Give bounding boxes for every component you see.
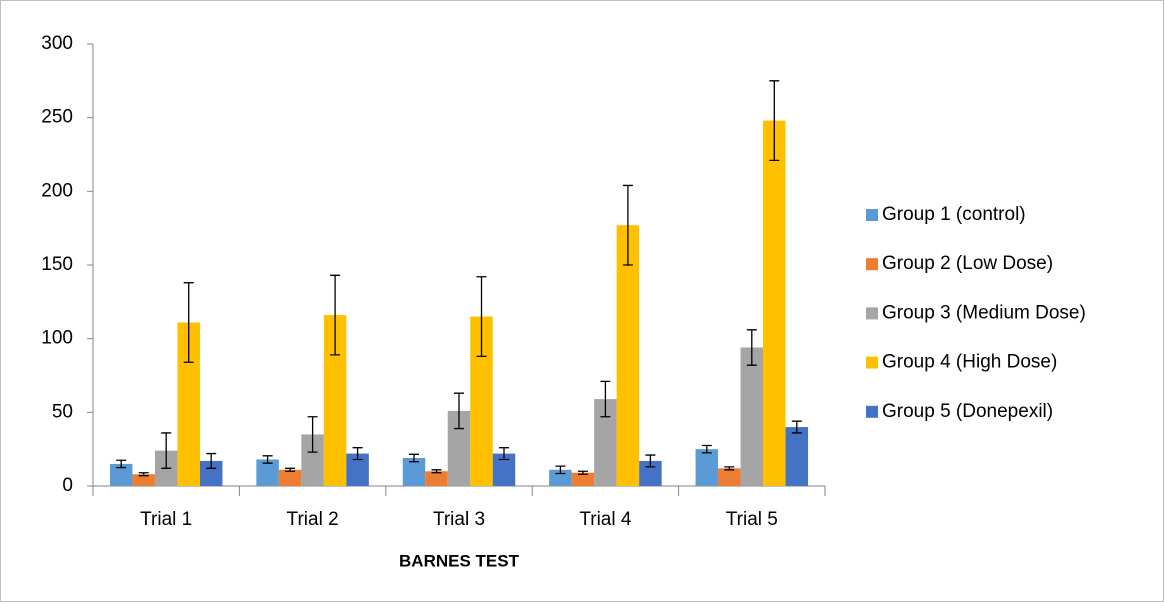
error-bar (262, 455, 273, 464)
x-tick-label: Trial 3 (433, 509, 485, 530)
error-bar (454, 392, 464, 430)
bar (785, 427, 809, 486)
legend-label: Group 4 (High Dose) (882, 352, 1057, 373)
y-tick-label: 150 (41, 254, 73, 275)
legend-label: Group 3 (Medium Dose) (882, 302, 1086, 323)
error-bar (352, 447, 363, 461)
error-bar (701, 444, 712, 454)
bar (447, 410, 471, 486)
error-bar (431, 469, 442, 474)
bar (763, 120, 786, 486)
error-bar (645, 454, 656, 468)
y-tick-label: 200 (41, 180, 73, 201)
error-bar (183, 282, 194, 363)
bar (256, 459, 279, 486)
y-tick-label: 50 (52, 401, 73, 422)
bar (492, 453, 516, 486)
error-bar (206, 452, 217, 469)
y-tick-label: 250 (41, 107, 73, 128)
bar (132, 474, 155, 486)
bar (402, 458, 426, 486)
legend-label: Group 5 (Donepexil) (882, 401, 1053, 422)
bar (199, 460, 223, 486)
error-bar (409, 453, 419, 463)
error-bar (116, 459, 127, 469)
bar (346, 453, 369, 486)
error-bar (499, 447, 509, 461)
bar (718, 468, 741, 486)
bar (177, 322, 200, 486)
bar (470, 316, 493, 486)
error-bar (600, 380, 611, 418)
legend-label: Group 2 (Low Dose) (882, 253, 1053, 274)
y-tick-label: 300 (41, 33, 73, 54)
error-bar (724, 466, 735, 471)
error-bar (791, 420, 802, 434)
error-bar (307, 416, 318, 453)
legend-swatch (866, 405, 878, 418)
x-tick-label: Trial 5 (726, 509, 778, 530)
bar (301, 434, 324, 486)
error-bar (476, 276, 487, 357)
bar (323, 315, 347, 486)
y-tick-label: 0 (62, 475, 73, 496)
bar (740, 347, 764, 486)
y-tick-label: 100 (41, 328, 73, 349)
error-bar (161, 432, 172, 469)
x-tick-label: Trial 4 (579, 509, 632, 530)
legend-swatch (866, 209, 878, 221)
legend-swatch (866, 356, 878, 369)
error-bar (285, 467, 296, 472)
bar (695, 449, 719, 486)
error-bar (330, 274, 341, 356)
x-tick-label: Trial 2 (287, 509, 339, 530)
legend-swatch (866, 258, 878, 271)
x-axis-label: BARNES TEST (399, 551, 520, 570)
error-bar (138, 472, 149, 477)
error-bar (577, 470, 588, 475)
bar (109, 463, 133, 486)
bar (549, 469, 572, 486)
error-bar (555, 465, 566, 475)
bar (594, 399, 617, 486)
bar (571, 472, 595, 486)
bar (278, 469, 302, 486)
bar (639, 460, 662, 486)
x-tick-label: Trial 1 (140, 509, 192, 530)
error-bar (622, 184, 633, 266)
bar (616, 225, 640, 486)
bar (425, 471, 448, 486)
error-bar (769, 80, 780, 162)
legend-swatch (866, 307, 878, 320)
legend-label: Group 1 (control) (882, 204, 1026, 225)
error-bar (746, 329, 757, 366)
